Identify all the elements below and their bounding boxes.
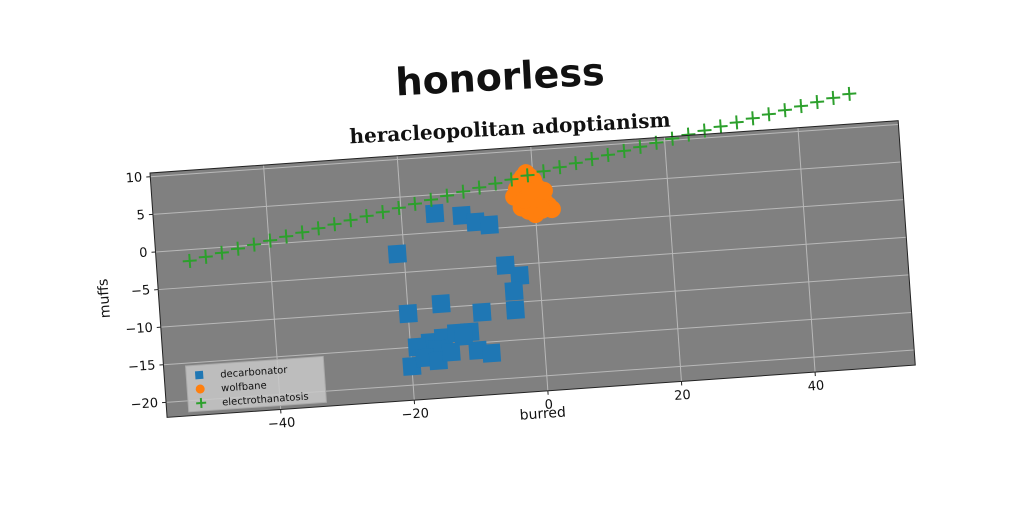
- y-gridline: [158, 236, 907, 291]
- x-tick-label: −20: [401, 406, 429, 423]
- point-decarbonator: [398, 304, 418, 324]
- point-electrothanatosis: [375, 204, 390, 220]
- y-tick-label: −10: [125, 321, 153, 338]
- y-tick-label: −15: [128, 358, 156, 375]
- point-decarbonator: [431, 294, 451, 314]
- y-tick-label: 5: [136, 208, 145, 224]
- point-electrothanatosis: [552, 160, 567, 175]
- point-decarbonator: [504, 281, 524, 301]
- legend-box: [185, 355, 327, 413]
- point-decarbonator: [510, 266, 530, 286]
- y-tick-label: 0: [139, 246, 148, 262]
- ticks: −40 −20 0 20 40 −20 −15 −10 −5 0 5 10: [125, 170, 825, 432]
- x-tick-label: −40: [267, 415, 295, 432]
- point-electrothanatosis: [520, 168, 535, 183]
- legend-marker-electrothanatosis: [196, 397, 207, 409]
- plot-background: [150, 120, 916, 418]
- legend-label-decarbonator: decarbonator: [220, 365, 289, 381]
- legend: decarbonator wolfbane electrothanatosis: [185, 355, 327, 413]
- point-decarbonator: [505, 300, 525, 320]
- point-decarbonator: [481, 343, 502, 363]
- y-axis-label: muffs: [95, 278, 114, 318]
- point-electrothanatosis: [391, 200, 406, 215]
- point-electrothanatosis: [214, 245, 229, 260]
- point-electrothanatosis: [697, 123, 712, 138]
- point-electrothanatosis: [456, 184, 471, 199]
- point-electrothanatosis: [327, 217, 342, 232]
- point-decarbonator: [425, 203, 445, 224]
- point-decarbonator: [453, 326, 474, 346]
- point-electrothanatosis: [279, 229, 294, 244]
- plot-frame: [149, 120, 916, 418]
- x-gridline: [663, 136, 682, 382]
- point-wolfbane: [534, 181, 553, 200]
- series-decarbonator: [387, 203, 530, 376]
- point-electrothanatosis: [745, 111, 760, 126]
- y-gridline: [163, 311, 912, 366]
- x-gridline: [797, 127, 816, 373]
- point-decarbonator: [472, 302, 492, 322]
- point-electrothanatosis: [633, 139, 648, 154]
- point-electrothanatosis: [536, 164, 551, 179]
- point-electrothanatosis: [407, 196, 422, 211]
- point-electrothanatosis: [440, 188, 455, 203]
- point-electrothanatosis: [343, 213, 358, 228]
- point-electrothanatosis: [263, 233, 278, 248]
- x-tick-label: 0: [544, 397, 553, 413]
- point-electrothanatosis: [568, 156, 583, 171]
- point-electrothanatosis: [472, 180, 487, 195]
- point-electrothanatosis: [504, 172, 519, 187]
- y-tick-label: −5: [131, 283, 151, 299]
- point-electrothanatosis: [584, 152, 599, 167]
- y-gridline: [155, 199, 904, 253]
- y-gridline: [160, 274, 909, 328]
- x-tick-label: 20: [674, 388, 692, 404]
- point-electrothanatosis: [761, 107, 776, 122]
- point-decarbonator: [441, 342, 461, 362]
- point-electrothanatosis: [826, 90, 841, 105]
- point-electrothanatosis: [617, 143, 632, 158]
- x-tick-label: 40: [807, 378, 825, 394]
- point-electrothanatosis: [793, 99, 809, 114]
- y-tick-label: 10: [125, 170, 143, 186]
- page-title: honorless: [394, 50, 605, 105]
- point-electrothanatosis: [842, 86, 857, 101]
- point-electrothanatosis: [777, 103, 793, 118]
- point-electrothanatosis: [600, 147, 616, 163]
- x-axis-label: burred: [519, 405, 566, 424]
- point-decarbonator: [479, 215, 499, 235]
- point-electrothanatosis: [729, 115, 744, 130]
- point-electrothanatosis: [423, 192, 439, 207]
- series-layer: [182, 86, 857, 376]
- series-electrothanatosis: [182, 86, 857, 268]
- y-tick-label: −20: [130, 396, 158, 413]
- point-electrothanatosis: [681, 127, 696, 142]
- point-wolfbane: [521, 182, 540, 201]
- point-electrothanatosis: [713, 119, 728, 134]
- point-electrothanatosis: [247, 237, 262, 252]
- series-wolfbane: [505, 164, 561, 224]
- point-decarbonator: [387, 244, 407, 264]
- point-electrothanatosis: [311, 221, 326, 236]
- legend-label-wolfbane: wolfbane: [221, 380, 267, 394]
- point-electrothanatosis: [295, 225, 310, 240]
- point-electrothanatosis: [182, 253, 197, 268]
- point-electrothanatosis: [230, 241, 246, 256]
- point-electrothanatosis: [198, 249, 213, 264]
- point-electrothanatosis: [359, 209, 374, 224]
- point-electrothanatosis: [810, 94, 825, 110]
- legend-marker-wolfbane: [195, 384, 205, 394]
- point-electrothanatosis: [488, 176, 503, 191]
- y-gridline: [150, 123, 899, 178]
- point-electrothanatosis: [665, 131, 680, 146]
- legend-marker-decarbonator: [194, 370, 204, 380]
